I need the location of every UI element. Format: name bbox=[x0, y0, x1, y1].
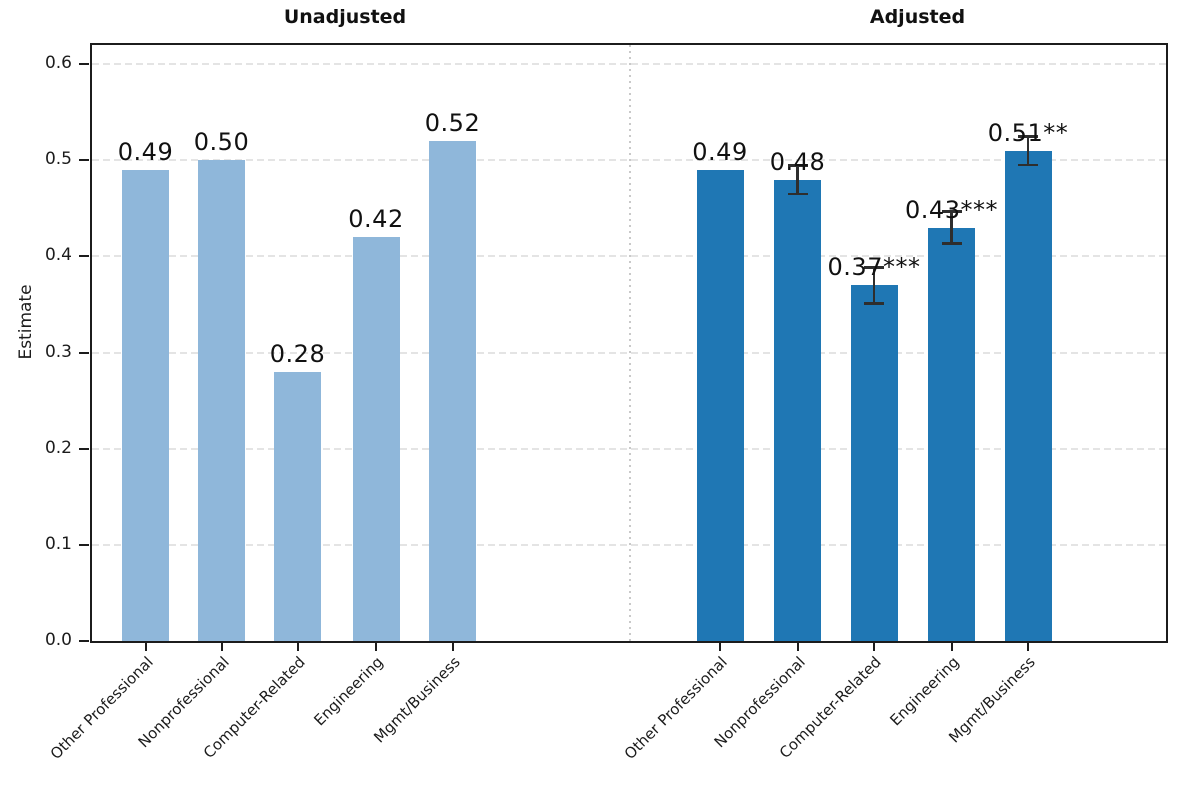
bar-value-label: 0.37*** bbox=[827, 253, 921, 282]
bar-value-label: 0.51** bbox=[987, 118, 1069, 147]
bar-value-label: 0.43*** bbox=[905, 195, 998, 224]
y-tick-label: 0.1 bbox=[44, 533, 72, 554]
x-tick bbox=[144, 643, 147, 651]
x-tick bbox=[796, 643, 799, 651]
y-tick bbox=[79, 63, 89, 66]
error-bar bbox=[1026, 136, 1030, 166]
x-category-label: Other Professional bbox=[620, 653, 731, 763]
bar-value-label: 0.52 bbox=[424, 109, 481, 138]
bar bbox=[198, 160, 245, 641]
error-bar bbox=[950, 211, 953, 244]
y-tick-label: 0.2 bbox=[44, 437, 72, 458]
bar-value-label: 0.50 bbox=[193, 128, 250, 157]
bar bbox=[774, 179, 821, 641]
y-tick-label: 0.4 bbox=[44, 245, 72, 266]
y-tick-label: 0.5 bbox=[44, 149, 72, 170]
error-bar-cap-bottom bbox=[1018, 163, 1038, 167]
y-tick-label: 0.0 bbox=[44, 630, 72, 650]
x-category-label: Other Professional bbox=[46, 653, 157, 763]
bar-value-label: 0.42 bbox=[348, 205, 404, 234]
y-tick bbox=[79, 543, 89, 546]
x-tick bbox=[950, 643, 953, 651]
y-tick bbox=[79, 447, 89, 450]
bar bbox=[696, 169, 744, 641]
bar bbox=[429, 141, 476, 641]
error-bar bbox=[796, 165, 799, 194]
bar-value-label: 0.49 bbox=[117, 137, 174, 166]
x-tick bbox=[451, 643, 454, 651]
panel-title-unadjusted: Unadjusted bbox=[283, 6, 407, 28]
plot-area: 0.0 0.1 0.2 0.3 0.4 0.5 0.6 0.49 Other Professio… bbox=[45, 43, 1168, 763]
error-bar-cap-top bbox=[864, 266, 884, 269]
y-tick-label: 0.3 bbox=[44, 341, 72, 362]
bar bbox=[122, 169, 169, 641]
bar bbox=[352, 237, 400, 641]
bar bbox=[850, 285, 898, 641]
bar bbox=[1004, 150, 1052, 641]
x-tick bbox=[296, 643, 299, 651]
x-tick bbox=[873, 643, 875, 651]
error-bar-cap-bottom bbox=[941, 242, 962, 245]
x-tick bbox=[719, 643, 721, 651]
bar bbox=[928, 227, 975, 641]
bar bbox=[274, 371, 321, 641]
error-bar-cap-top bbox=[1018, 135, 1038, 138]
panel-title-adjusted: Adjusted bbox=[869, 6, 966, 28]
error-bar-cap-top bbox=[941, 210, 962, 213]
y-tick-label: 0.6 bbox=[44, 53, 72, 74]
panel-separator bbox=[629, 45, 631, 641]
y-tick bbox=[79, 255, 89, 258]
x-tick bbox=[1027, 643, 1029, 651]
x-tick bbox=[220, 643, 223, 651]
bar-value-label: 0.49 bbox=[692, 137, 748, 166]
error-bar-cap-bottom bbox=[864, 302, 884, 305]
x-tick bbox=[375, 643, 377, 651]
y-tick bbox=[79, 351, 89, 354]
y-tick bbox=[79, 640, 89, 642]
bar-value-label: 0.48 bbox=[769, 147, 826, 176]
error-bar-cap-top bbox=[787, 164, 808, 167]
y-tick bbox=[79, 159, 89, 162]
error-bar-cap-bottom bbox=[787, 192, 808, 195]
bar-value-label: 0.28 bbox=[269, 339, 326, 368]
error-bar bbox=[872, 267, 876, 304]
